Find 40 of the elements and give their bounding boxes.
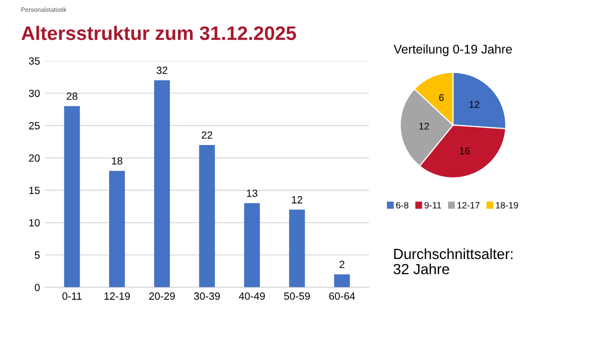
chart-title: Verteilung 0-19 Jahre <box>394 44 512 56</box>
x-tick-label: 30-39 <box>194 292 220 300</box>
y-tick-label: 0 <box>34 284 40 292</box>
y-tick-label: 25 <box>29 122 40 130</box>
legend-label: 9-11 <box>424 202 442 208</box>
bar <box>199 144 215 288</box>
bar <box>64 106 80 288</box>
y-tick-label: 20 <box>29 154 40 162</box>
text: Durchschnittsalter: 32 Jahre <box>394 248 512 274</box>
x-tick-label: 50-59 <box>284 292 310 300</box>
bar <box>109 170 125 288</box>
y-tick-label: 35 <box>28 57 40 65</box>
data-label: 12 <box>470 100 480 108</box>
x-tick-label: 40-49 <box>238 292 265 300</box>
data-label: 22 <box>202 131 212 139</box>
chart-title: Altersstruktur zum 31.12.2025 <box>21 26 296 40</box>
y-tick-label: 30 <box>28 90 40 98</box>
data-label: 18 <box>112 157 122 165</box>
data-label: 32 <box>156 66 168 74</box>
x-tick-label: 20-29 <box>149 292 175 300</box>
data-label: 16 <box>460 147 470 154</box>
data-label: 12 <box>419 122 429 130</box>
y-tick-label: 5 <box>34 252 40 259</box>
bar <box>244 203 260 288</box>
data-label: 28 <box>66 92 78 100</box>
y-tick-label: 15 <box>29 186 40 194</box>
x-tick-label: 12-19 <box>104 292 130 300</box>
data-label: 6 <box>439 94 444 102</box>
legend-label: 6-8 <box>396 202 408 208</box>
legend-label: 12-17 <box>458 202 480 208</box>
data-label: 12 <box>292 196 302 204</box>
data-label: 2 <box>340 260 344 268</box>
data-label: 13 <box>247 190 258 197</box>
bar <box>289 210 305 288</box>
y-tick-label: 10 <box>29 219 40 226</box>
x-tick-label: 0-11 <box>62 292 82 300</box>
x-tick-label: 60-64 <box>329 292 356 300</box>
bar <box>334 274 350 288</box>
bar <box>154 80 170 288</box>
legend-label: 18-19 <box>496 202 518 208</box>
